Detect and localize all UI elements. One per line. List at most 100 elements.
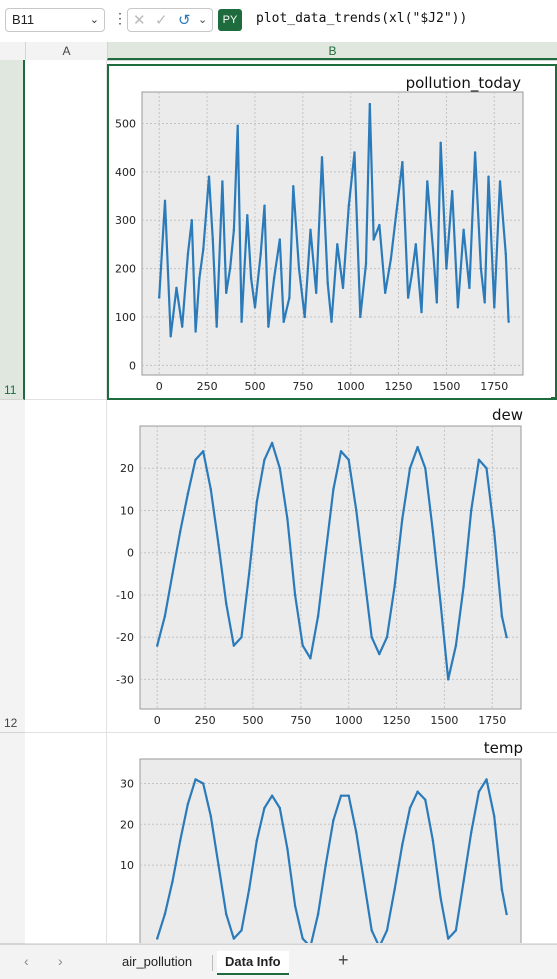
sheet-tab-data-info[interactable]: Data Info <box>217 951 289 975</box>
data-point <box>378 652 381 656</box>
y-tick-label: 20 <box>120 462 134 475</box>
data-point <box>504 252 507 256</box>
chart-title: temp <box>484 739 523 757</box>
next-sheet-icon[interactable]: › <box>58 953 63 969</box>
data-point <box>450 189 454 193</box>
pollution-chart: 0 250 500 750 1000 1250 1500 1750 0 100 200 300 400 5… <box>115 74 524 393</box>
data-point <box>232 937 236 940</box>
column-header-a[interactable]: A <box>25 42 107 60</box>
data-point <box>201 782 205 785</box>
data-point <box>435 301 439 304</box>
data-point <box>163 614 167 618</box>
data-point <box>439 602 442 605</box>
y-tick-label: 300 <box>115 214 136 227</box>
data-point <box>270 794 274 797</box>
data-point <box>224 912 228 916</box>
cell-b12[interactable]: 0 250 500 750 1000 1250 1500 1750 -30 -20 -10 0 10 20… <box>107 400 557 733</box>
data-point <box>389 257 393 261</box>
data-point <box>209 488 213 491</box>
chevron-down-icon[interactable]: ⌄ <box>198 14 208 26</box>
x-tick-label: 500 <box>242 714 263 727</box>
data-point <box>286 847 289 850</box>
data-point <box>454 929 458 932</box>
select-all-corner[interactable] <box>0 42 25 60</box>
data-point <box>316 912 320 916</box>
cell-a12[interactable] <box>25 400 107 733</box>
data-point <box>194 778 197 781</box>
cell-a13[interactable] <box>25 733 107 944</box>
data-point <box>246 214 249 217</box>
data-point <box>347 458 350 461</box>
data-point <box>194 330 197 333</box>
data-point <box>424 467 427 470</box>
x-tick-label: 1500 <box>432 380 460 393</box>
x-tick-label: 0 <box>156 380 163 393</box>
data-point <box>303 315 306 319</box>
column-header-b[interactable]: B <box>107 42 557 60</box>
data-point <box>267 325 270 328</box>
formula-input[interactable]: plot_data_trends(xl("$J2")) <box>256 11 468 26</box>
data-point <box>332 819 335 822</box>
data-point <box>255 839 258 842</box>
data-point <box>339 794 343 797</box>
add-sheet-icon[interactable]: + <box>338 950 349 970</box>
cell-b11[interactable]: 0 250 500 750 1000 1250 1500 1750 0 100 200 300 400 5… <box>107 64 557 400</box>
y-tick-label: 200 <box>115 263 136 276</box>
data-point <box>309 228 312 232</box>
data-point <box>156 937 159 940</box>
y-tick-label: 0 <box>129 359 136 372</box>
data-point <box>439 896 442 899</box>
python-output-icon[interactable]: ↺ <box>178 12 191 29</box>
cancel-icon[interactable]: ✕ <box>133 12 146 29</box>
data-point <box>293 593 297 597</box>
data-point <box>194 458 197 461</box>
data-point <box>355 831 358 834</box>
plot-area <box>139 425 522 710</box>
python-badge[interactable]: PY <box>218 9 242 31</box>
data-point <box>468 286 471 290</box>
data-point <box>456 306 460 309</box>
confirm-icon[interactable]: ✓ <box>155 12 168 29</box>
x-tick-label: 1250 <box>383 714 411 727</box>
x-tick-label: 250 <box>195 714 216 727</box>
data-point <box>355 509 358 512</box>
sheet-tab-air-pollution[interactable]: air_pollution <box>122 954 193 969</box>
data-point <box>263 806 266 810</box>
prev-sheet-icon[interactable]: ‹ <box>24 953 29 969</box>
data-point <box>282 320 285 323</box>
row-header-13[interactable] <box>0 733 25 944</box>
data-point <box>498 180 502 183</box>
data-point <box>232 644 236 647</box>
data-point <box>401 843 404 846</box>
chevron-down-icon[interactable]: ⌄ <box>89 14 99 26</box>
data-point <box>186 252 190 256</box>
name-box[interactable]: B11 ⌄ <box>5 8 105 32</box>
data-point <box>240 929 243 932</box>
chart-title: pollution_today <box>406 74 522 93</box>
data-point <box>395 209 398 212</box>
data-point <box>171 880 174 883</box>
data-point <box>485 778 488 781</box>
data-point <box>483 301 486 304</box>
data-point <box>217 863 220 867</box>
data-point <box>259 252 262 256</box>
more-options-icon[interactable]: ⋮ <box>113 10 127 26</box>
x-tick-label: 1500 <box>430 714 458 727</box>
data-point <box>255 500 258 504</box>
data-point <box>347 204 350 207</box>
row-header-11[interactable]: 11 <box>0 60 25 400</box>
row-header-12[interactable]: 12 <box>0 400 25 733</box>
data-point <box>186 802 190 806</box>
data-point <box>232 228 236 232</box>
data-point <box>500 614 504 618</box>
cell-a11[interactable] <box>25 60 107 400</box>
data-point <box>288 296 291 299</box>
data-point <box>336 243 339 246</box>
data-point <box>324 551 327 554</box>
data-point <box>362 572 366 576</box>
data-point <box>447 678 450 681</box>
data-point <box>439 141 442 144</box>
data-point <box>198 277 201 280</box>
cell-b13[interactable]: 10 20 30 temp <box>107 733 557 944</box>
data-point <box>462 880 465 883</box>
